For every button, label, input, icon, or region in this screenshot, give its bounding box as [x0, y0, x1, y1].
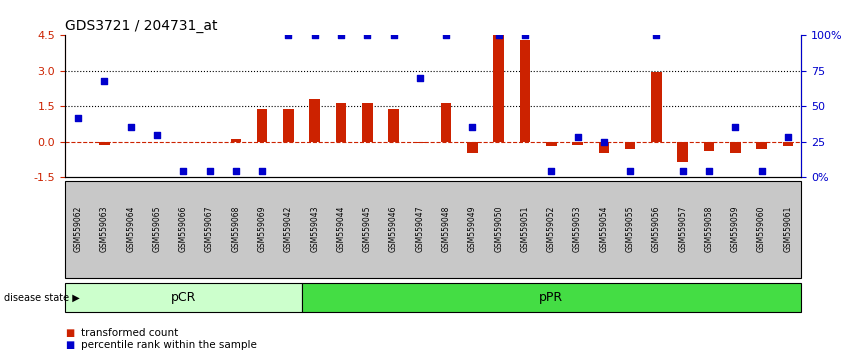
Point — [203, 168, 216, 173]
Text: disease state ▶: disease state ▶ — [4, 292, 80, 302]
Text: ■: ■ — [65, 328, 74, 338]
Text: GDS3721 / 204731_at: GDS3721 / 204731_at — [65, 19, 217, 33]
Bar — [494, 35, 504, 142]
Bar — [309, 99, 320, 142]
Text: GSM559046: GSM559046 — [389, 206, 398, 252]
Point — [439, 33, 453, 38]
Bar — [572, 142, 583, 145]
Bar — [230, 139, 241, 142]
Text: GSM559049: GSM559049 — [468, 206, 477, 252]
Point — [754, 168, 768, 173]
Text: GSM559054: GSM559054 — [599, 206, 609, 252]
Point — [545, 168, 559, 173]
Point — [281, 33, 295, 38]
Text: GSM559052: GSM559052 — [546, 206, 556, 252]
Point — [307, 33, 321, 38]
Bar — [99, 142, 110, 145]
Bar — [362, 103, 372, 142]
Bar — [598, 142, 609, 153]
Text: GSM559056: GSM559056 — [652, 206, 661, 252]
Text: GSM559048: GSM559048 — [442, 206, 450, 252]
Text: GSM559068: GSM559068 — [231, 206, 241, 252]
Bar — [730, 142, 740, 153]
Point — [650, 33, 663, 38]
Bar — [783, 142, 793, 146]
Text: pPR: pPR — [540, 291, 564, 304]
Text: ■: ■ — [65, 340, 74, 350]
Text: GSM559055: GSM559055 — [625, 206, 635, 252]
Text: GSM559043: GSM559043 — [310, 206, 320, 252]
Text: GSM559060: GSM559060 — [757, 206, 766, 252]
Text: GSM559066: GSM559066 — [178, 206, 188, 252]
Point — [360, 33, 374, 38]
Text: GSM559057: GSM559057 — [678, 206, 688, 252]
Text: GSM559044: GSM559044 — [337, 206, 346, 252]
Point — [124, 125, 138, 130]
Point — [597, 139, 611, 144]
Text: GSM559051: GSM559051 — [520, 206, 529, 252]
Point — [255, 168, 269, 173]
Bar — [283, 109, 294, 142]
Bar — [336, 103, 346, 142]
Point — [413, 75, 427, 81]
Bar — [415, 142, 425, 143]
Text: GSM559062: GSM559062 — [74, 206, 82, 252]
Text: GSM559059: GSM559059 — [731, 206, 740, 252]
Point — [466, 125, 480, 130]
Bar — [520, 40, 530, 142]
Text: GSM559050: GSM559050 — [494, 206, 503, 252]
Point — [492, 33, 506, 38]
Point — [98, 78, 112, 84]
Bar — [441, 103, 451, 142]
Text: GSM559042: GSM559042 — [284, 206, 293, 252]
Bar — [257, 109, 268, 142]
Text: transformed count: transformed count — [81, 328, 178, 338]
Text: GSM559058: GSM559058 — [705, 206, 714, 252]
Point — [702, 168, 716, 173]
Text: GSM559047: GSM559047 — [416, 206, 424, 252]
Text: GSM559067: GSM559067 — [205, 206, 214, 252]
Point — [334, 33, 348, 38]
Bar — [467, 142, 478, 153]
Point — [386, 33, 400, 38]
Text: GSM559064: GSM559064 — [126, 206, 135, 252]
Point — [229, 168, 242, 173]
Text: GSM559045: GSM559045 — [363, 206, 372, 252]
Point — [781, 135, 795, 140]
Point — [177, 168, 191, 173]
Bar — [388, 109, 399, 142]
Bar — [704, 142, 714, 151]
Point — [571, 135, 585, 140]
Bar — [651, 72, 662, 142]
Point — [150, 132, 164, 137]
Text: GSM559065: GSM559065 — [152, 206, 161, 252]
Text: GSM559053: GSM559053 — [573, 206, 582, 252]
Text: percentile rank within the sample: percentile rank within the sample — [81, 340, 256, 350]
Point — [728, 125, 742, 130]
Text: GSM559069: GSM559069 — [257, 206, 267, 252]
Bar — [625, 142, 636, 149]
Bar — [546, 142, 557, 146]
Bar — [677, 142, 688, 162]
Point — [71, 115, 85, 120]
Bar — [756, 142, 767, 149]
Point — [518, 33, 532, 38]
Text: GSM559063: GSM559063 — [100, 206, 109, 252]
Text: GSM559061: GSM559061 — [784, 206, 792, 252]
Point — [624, 168, 637, 173]
Point — [675, 168, 689, 173]
Text: pCR: pCR — [171, 291, 196, 304]
